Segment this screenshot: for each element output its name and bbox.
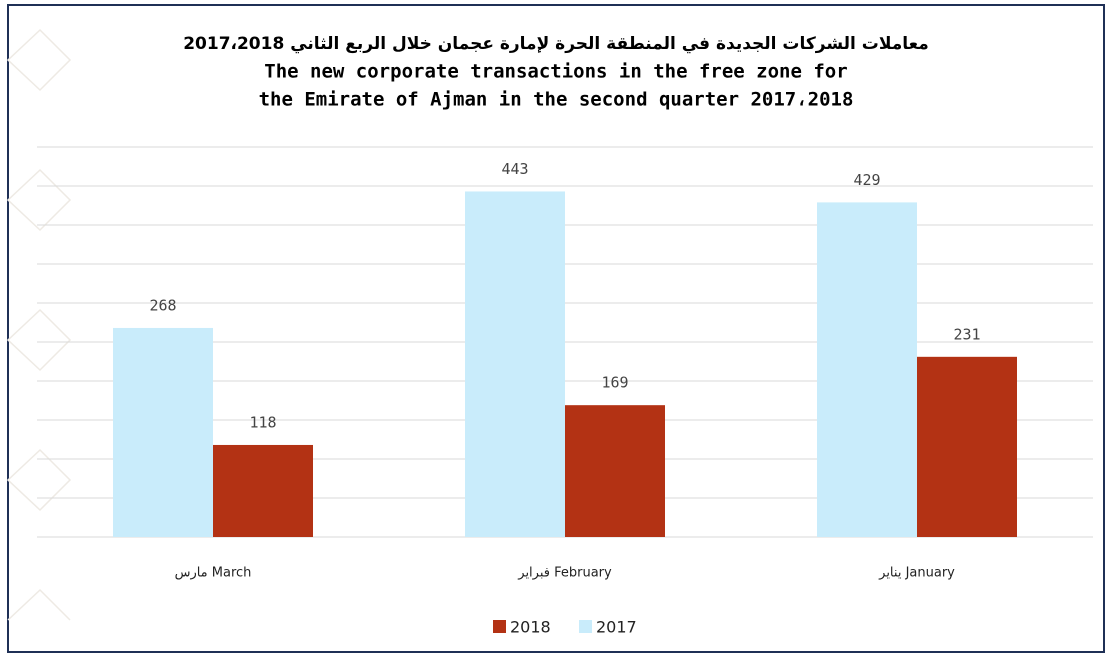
x-tick-label: فبراير February (517, 566, 612, 581)
bar (565, 405, 665, 537)
chart-title: معاملات الشركات الجديدة في المنطقة الحرة… (183, 34, 929, 54)
chart-title: The new corporate transactions in the fr… (264, 61, 847, 83)
legend-label: 2017 (596, 618, 637, 637)
chart-title: the Emirate of Ajman in the second quart… (259, 89, 854, 111)
background-pattern (6, 28, 72, 621)
bar (817, 202, 917, 537)
bar (917, 356, 1017, 537)
data-label: 169 (601, 374, 628, 392)
legend-swatch (579, 620, 592, 633)
x-tick-label: مارس March (175, 566, 252, 581)
data-label: 443 (501, 160, 528, 178)
legend-swatch (493, 620, 506, 633)
legend-label: 2018 (510, 618, 551, 637)
x-tick-label: يناير January (878, 566, 955, 581)
data-label: 268 (149, 296, 176, 314)
bar (465, 191, 565, 537)
data-label: 231 (953, 325, 980, 343)
data-label: 429 (853, 171, 880, 189)
bar (213, 444, 313, 537)
bar (113, 327, 213, 537)
data-label: 118 (249, 413, 276, 431)
